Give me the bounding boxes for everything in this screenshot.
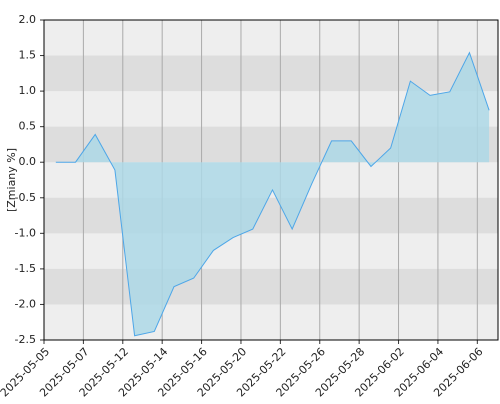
area [55, 52, 490, 336]
plot-frame [43, 19, 499, 341]
y-tick-label: -2.0 [15, 297, 36, 310]
y-tick-label: 0.5 [19, 120, 37, 133]
grid-band [44, 268, 498, 305]
y-tick-label: -1.0 [15, 226, 36, 239]
grid-band [44, 55, 498, 92]
y-tick-label: -2.5 [15, 333, 36, 346]
grid-band [44, 197, 498, 234]
y-tick-label: 1.5 [19, 49, 37, 62]
line [55, 51, 490, 337]
y-tick-label: 1.0 [19, 84, 37, 97]
y-tick-label: -0.5 [15, 191, 36, 204]
y-axis-label: [Zmiany %] [5, 148, 18, 212]
y-tick-label: 0.0 [19, 155, 37, 168]
y-tick-label: 2.0 [19, 13, 37, 26]
y-tick-label: -1.5 [15, 262, 36, 275]
